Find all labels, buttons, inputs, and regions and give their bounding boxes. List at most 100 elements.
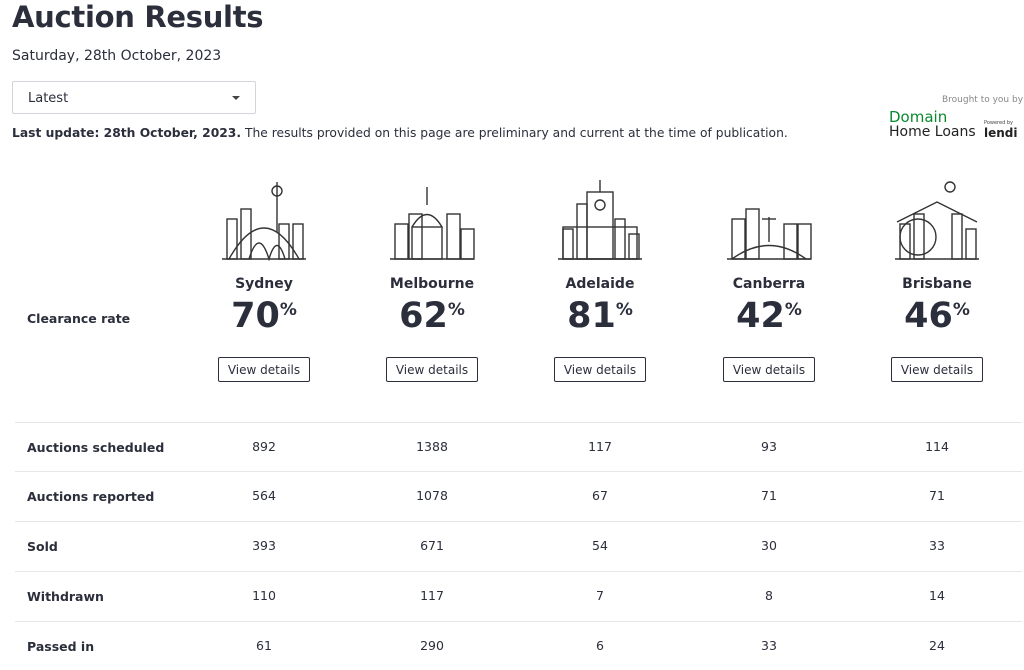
table-cell: 93 (761, 439, 777, 454)
icon-stroke (390, 187, 475, 260)
table-cell: 290 (420, 638, 444, 653)
icon-stroke (895, 181, 979, 260)
icon-stroke (944, 181, 956, 193)
row-label: Passed in (27, 639, 95, 654)
icon-stroke (745, 208, 760, 260)
percent-sign: % (784, 300, 802, 320)
icon-stroke (783, 223, 798, 260)
icon-stroke (222, 182, 306, 262)
icon-stroke (562, 226, 638, 260)
table-cell: 71 (761, 488, 777, 503)
table-cell: 114 (925, 439, 949, 454)
rate-value: 70 (231, 296, 280, 336)
clearance-rate: 46% (857, 296, 1017, 336)
view-details-button[interactable]: View details (891, 357, 983, 382)
rate-value: 46 (904, 296, 953, 336)
row-separator (15, 571, 1022, 572)
city-icon (558, 180, 642, 260)
city-name: Canberra (732, 276, 806, 292)
row-label: Sold (27, 539, 58, 554)
rate-value: 42 (736, 296, 785, 336)
icon-stroke (411, 226, 443, 260)
icon-stroke (896, 201, 978, 223)
table-cell: 1388 (416, 439, 448, 454)
view-details-button[interactable]: View details (554, 357, 646, 382)
icon-stroke (727, 208, 812, 260)
icon-stroke (576, 203, 588, 260)
date: Saturday, 28th October, 2023 (12, 48, 222, 64)
icon-stroke (965, 228, 977, 260)
city-name: Melbourne (389, 276, 475, 292)
percent-sign: % (279, 300, 297, 320)
table-cell: 71 (929, 488, 945, 503)
table-cell: 33 (929, 538, 945, 553)
icon-stroke (278, 223, 290, 260)
dropdown-value: Latest (28, 91, 69, 106)
table-cell: 24 (929, 638, 945, 653)
view-details-button[interactable]: View details (386, 357, 478, 382)
icon-stroke (594, 199, 606, 211)
table-cell: 564 (252, 488, 276, 503)
sponsor-caption: Brought to you by (942, 95, 1024, 105)
icon-stroke (226, 218, 238, 260)
icon-stroke (562, 228, 574, 260)
sponsor-brand: Domain (889, 108, 948, 126)
table-cell: 110 (252, 588, 276, 603)
clearance-rate: 81% (520, 296, 680, 336)
dropdown-arrow (232, 96, 240, 104)
table-cell: 671 (420, 538, 444, 553)
icon-stroke (411, 213, 443, 228)
icon-stroke (271, 185, 283, 197)
view-details-button[interactable]: View details (723, 357, 815, 382)
city-name: Brisbane (902, 276, 972, 292)
update-bold: Last update: 28th October, 2023. (12, 126, 242, 140)
table-cell: 61 (256, 638, 272, 653)
row-label: Clearance rate (27, 311, 131, 326)
rate-value: 62 (399, 296, 448, 336)
icon-stroke (614, 218, 626, 260)
icon-stroke (797, 223, 812, 260)
table-cell: 30 (761, 538, 777, 553)
city-icon (222, 182, 306, 262)
row-label: Withdrawn (27, 589, 104, 604)
sponsor-brand: Home Loans (889, 124, 976, 140)
icon-stroke (292, 223, 304, 260)
city-name: Adelaide (565, 276, 635, 292)
icon-stroke (913, 213, 925, 260)
percent-sign: % (447, 300, 465, 320)
row-separator (15, 422, 1022, 423)
row-separator (15, 471, 1022, 472)
table-cell: 393 (252, 538, 276, 553)
table-cell: 33 (761, 638, 777, 653)
row-separator (15, 621, 1022, 622)
table-cell: 892 (252, 439, 276, 454)
table-cell: 67 (592, 488, 608, 503)
icon-stroke (240, 208, 252, 260)
table-cell: 14 (929, 588, 945, 603)
row-label: Auctions reported (27, 489, 155, 504)
table-cell: 117 (588, 439, 612, 454)
table-cell: 8 (765, 588, 773, 603)
sponsor-partner: lendi (984, 126, 1018, 140)
icon-stroke (899, 218, 937, 256)
icon-stroke (731, 218, 746, 260)
sponsor-powered: Powered by (984, 120, 1013, 126)
table-cell: 1078 (416, 488, 448, 503)
icon-stroke (446, 213, 461, 260)
icon-stroke (586, 191, 614, 260)
city-name: Sydney (235, 276, 293, 292)
rate-value: 81 (567, 296, 616, 336)
table-cell: 117 (420, 588, 444, 603)
row-separator (15, 521, 1022, 522)
percent-sign: % (615, 300, 633, 320)
update-text: The results provided on this page are pr… (241, 126, 788, 140)
icon-stroke (558, 180, 642, 260)
view-details-button[interactable]: View details (218, 357, 310, 382)
icon-stroke (248, 242, 286, 262)
icon-stroke (731, 244, 807, 260)
table-cell: 7 (596, 588, 604, 603)
icon-stroke (228, 227, 300, 260)
table-cell: 6 (596, 638, 604, 653)
dropdown[interactable]: Latest (12, 81, 256, 114)
